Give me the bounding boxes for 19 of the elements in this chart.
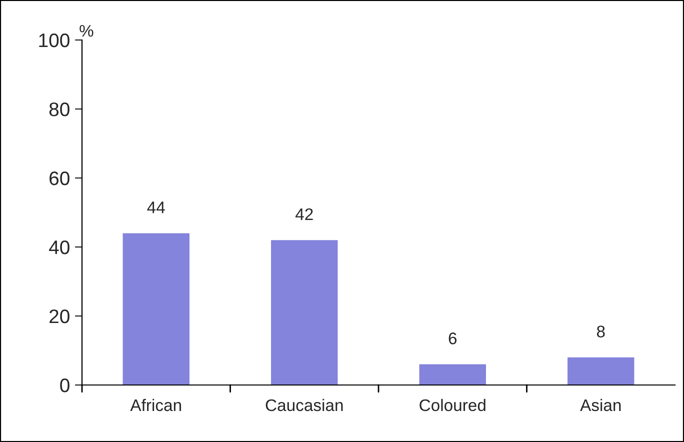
bar (122, 233, 190, 385)
bar (419, 364, 486, 385)
y-tick-label: 0 (60, 378, 70, 392)
x-tick-label: Caucasian (266, 398, 343, 412)
x-tick-label: Coloured (420, 398, 486, 412)
y-tick-label: 80 (49, 102, 70, 116)
x-tick-label: African (130, 398, 181, 412)
y-tick-label: 60 (50, 171, 70, 186)
y-tick-label: 20 (50, 309, 70, 324)
x-tick-label: Asian (580, 398, 621, 412)
data-label: 8 (596, 326, 605, 338)
y-tick-label: 100 (39, 33, 70, 48)
y-axis-title: % (80, 24, 94, 37)
bar (568, 357, 634, 385)
data-label: 6 (448, 332, 457, 344)
data-label: 42 (295, 208, 313, 220)
bar (271, 240, 338, 385)
data-label: 44 (147, 202, 165, 214)
y-tick-label: 40 (49, 240, 70, 254)
